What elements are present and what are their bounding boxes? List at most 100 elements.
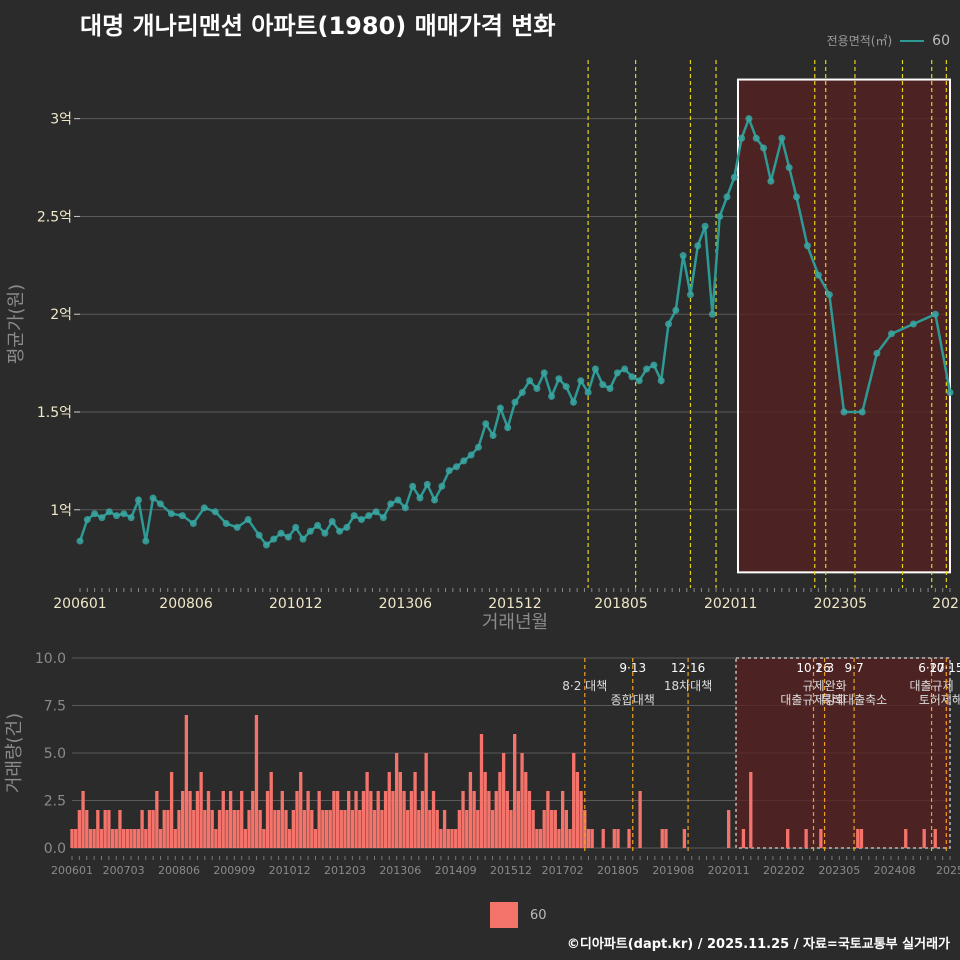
volume-bar	[324, 810, 329, 848]
event-label: 18차대책	[664, 678, 712, 693]
bar-y-tick-label: 10.0	[35, 651, 66, 667]
volume-bar	[859, 829, 864, 848]
x-tick-label: 200806	[159, 596, 213, 612]
event-date: 1·3	[815, 661, 834, 675]
volume-bar	[546, 791, 550, 848]
bar-x-tick-label: 201306	[379, 864, 421, 877]
price-point	[120, 510, 128, 518]
volume-bar	[158, 829, 163, 848]
price-point	[738, 134, 746, 142]
x-tick-label: 202011	[704, 596, 757, 612]
event-date: 9·7	[845, 661, 864, 675]
price-point	[650, 361, 658, 369]
price-point	[873, 349, 881, 357]
volume-bar	[524, 772, 528, 848]
price-point	[438, 482, 446, 490]
volume-bar	[933, 829, 937, 848]
price-point	[76, 537, 84, 545]
volume-bar	[383, 791, 388, 848]
legend-title: 전용면적(㎡)	[826, 34, 893, 48]
volume-bar	[513, 734, 517, 848]
volume-bar	[192, 810, 196, 848]
event-date: 6·27	[918, 661, 945, 675]
volume-bar	[339, 810, 343, 848]
volume-bar	[236, 810, 240, 848]
volume-bar	[428, 810, 432, 848]
volume-bar	[590, 829, 594, 848]
price-point	[716, 212, 724, 220]
price-point	[178, 512, 186, 520]
price-point	[244, 516, 252, 524]
price-point	[270, 535, 278, 543]
volume-bar	[354, 791, 358, 848]
bar-x-tick-label: 200601	[51, 864, 93, 877]
price-point	[277, 529, 285, 537]
volume-bar	[638, 791, 642, 848]
volume-bar	[92, 829, 96, 848]
volume-bar	[173, 829, 177, 848]
volume-bar	[479, 734, 484, 848]
price-point	[730, 173, 738, 181]
price-point	[909, 320, 917, 328]
y-tick-label: 2.5억	[37, 209, 72, 225]
bar-y-tick-label: 5.0	[44, 746, 66, 762]
x-tick-label: 202305	[814, 596, 867, 612]
volume-bar	[446, 829, 450, 848]
volume-bar	[181, 791, 185, 848]
volume-bar	[240, 791, 244, 848]
bar-x-tick-label: 2025	[936, 864, 960, 877]
price-point	[672, 306, 680, 314]
price-point	[299, 535, 307, 543]
volume-bar	[247, 810, 251, 848]
legend-top: 전용면적(㎡) 60	[827, 32, 950, 49]
volume-bar	[328, 810, 332, 848]
x-tick-label: 201012	[269, 596, 322, 612]
volume-bar	[454, 829, 458, 848]
volume-bar	[129, 829, 133, 848]
price-point	[379, 514, 387, 522]
price-point	[357, 516, 365, 524]
volume-bar	[321, 810, 325, 848]
price-point	[888, 330, 896, 338]
volume-bar	[527, 791, 532, 848]
bar-y-tick-label: 0.0	[44, 841, 66, 857]
price-point	[105, 508, 113, 516]
price-point	[760, 144, 768, 152]
price-point	[540, 369, 548, 377]
price-point	[643, 365, 651, 373]
volume-bar	[121, 829, 126, 848]
x-tick-label: 201306	[379, 596, 433, 612]
volume-bar	[450, 829, 454, 848]
price-point	[467, 451, 475, 459]
volume-bar	[509, 810, 513, 848]
legend-bar-swatch	[490, 902, 518, 928]
volume-bar	[225, 810, 229, 848]
x-tick-label: 200601	[53, 596, 106, 612]
price-point	[785, 164, 793, 172]
price-point	[343, 523, 351, 531]
volume-bar	[81, 791, 85, 848]
price-point	[701, 222, 709, 230]
price-point	[803, 242, 811, 250]
volume-bar	[177, 810, 181, 848]
price-point	[474, 443, 482, 451]
event-date: 9·13	[619, 661, 646, 675]
volume-bar	[786, 829, 790, 848]
volume-bar	[387, 772, 391, 848]
volume-bar	[317, 791, 321, 848]
volume-bar	[741, 829, 746, 848]
bar-x-tick-label: 201908	[652, 864, 694, 877]
volume-bar	[575, 772, 580, 848]
volume-bar	[468, 772, 473, 848]
price-point	[569, 398, 577, 406]
volume-bar	[88, 829, 93, 848]
volume-bar	[439, 829, 443, 848]
price-point	[306, 527, 314, 535]
event-date: 12·16	[671, 661, 705, 675]
event-label: 특례대출축소	[821, 693, 887, 707]
volume-bar	[487, 791, 491, 848]
price-point	[423, 480, 431, 488]
bar-x-tick-label: 201805	[597, 864, 639, 877]
bar-y-axis-title: 거래량(건)	[4, 713, 25, 793]
